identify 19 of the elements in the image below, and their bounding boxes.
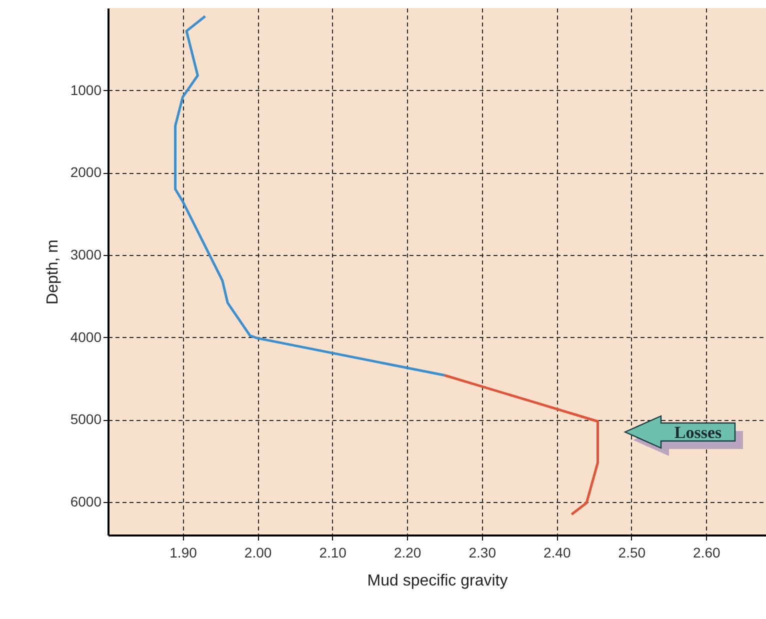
x-tick-label: 1.90 xyxy=(170,544,198,560)
x-tick-label: 2.30 xyxy=(468,544,496,560)
line-series xyxy=(443,374,600,516)
x-axis-title: Mud specific gravity xyxy=(367,572,508,590)
x-tick-label: 2.00 xyxy=(244,544,272,560)
annotation: Losses xyxy=(674,423,722,442)
y-tick-label: 1000 xyxy=(70,82,102,98)
y-tick-label: 6000 xyxy=(70,494,102,510)
x-tick-label: 2.50 xyxy=(618,544,646,560)
x-tick-label: 2.40 xyxy=(544,544,571,560)
line-series xyxy=(174,14,446,377)
y-axis-title: Depth, m xyxy=(44,240,62,304)
y-tick-label: 4000 xyxy=(70,328,102,345)
y-tick-label: 3000 xyxy=(70,246,102,263)
y-tick-label: 2000 xyxy=(70,164,102,180)
y-tick-label: 5000 xyxy=(70,411,102,428)
x-tick-label: 2.10 xyxy=(319,544,347,560)
x-tick-label: 2.20 xyxy=(394,544,422,560)
x-tick-label: 2.60 xyxy=(693,544,721,560)
